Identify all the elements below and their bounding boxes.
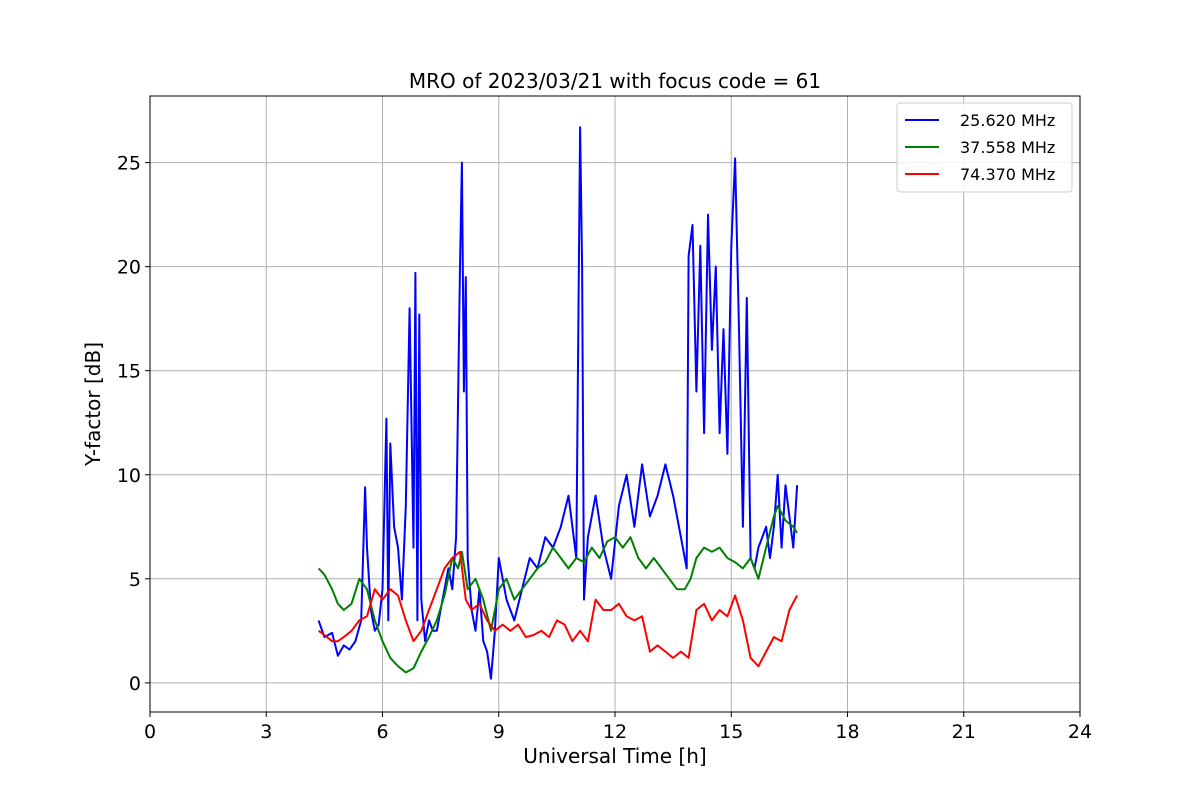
x-tick-label: 12: [603, 721, 627, 743]
x-tick-label: 21: [952, 721, 976, 743]
x-tick-label: 6: [376, 721, 388, 743]
series-layer: [317, 126, 799, 680]
x-axis-label: Universal Time [h]: [523, 744, 706, 768]
y-axis-label: Y-factor [dB]: [81, 342, 105, 467]
y-tick-label: 10: [117, 465, 141, 487]
chart-title: MRO of 2023/03/21 with focus code = 61: [409, 69, 821, 93]
x-tick-label: 0: [144, 721, 156, 743]
legend-label-2: 37.558 MHz: [960, 138, 1055, 157]
legend-box: [896, 102, 1073, 193]
legend-label-3: 74.370 MHz: [960, 165, 1055, 184]
legend-label-1: 25.620 MHz: [960, 111, 1055, 130]
x-tick-label: 24: [1068, 721, 1092, 743]
x-tick-label: 15: [719, 721, 743, 743]
x-tick-label: 3: [260, 721, 272, 743]
x-tick-label: 18: [835, 721, 859, 743]
series-line-1: [317, 126, 799, 680]
y-tick-label: 0: [129, 673, 141, 695]
series-line-3: [318, 550, 798, 668]
legend: 25.620 MHz 37.558 MHz 74.370 MHz: [896, 102, 1073, 193]
series-line-2: [317, 505, 798, 674]
x-tick-label: 9: [493, 721, 505, 743]
y-tick-label: 5: [129, 569, 141, 591]
y-tick-label: 15: [117, 361, 141, 383]
y-tick-label: 20: [117, 257, 141, 279]
axis-ticks: 0 3 6 9 12 15 18 21 24 0 5 10 15 20 25: [117, 153, 1092, 743]
y-tick-label: 25: [117, 153, 141, 175]
